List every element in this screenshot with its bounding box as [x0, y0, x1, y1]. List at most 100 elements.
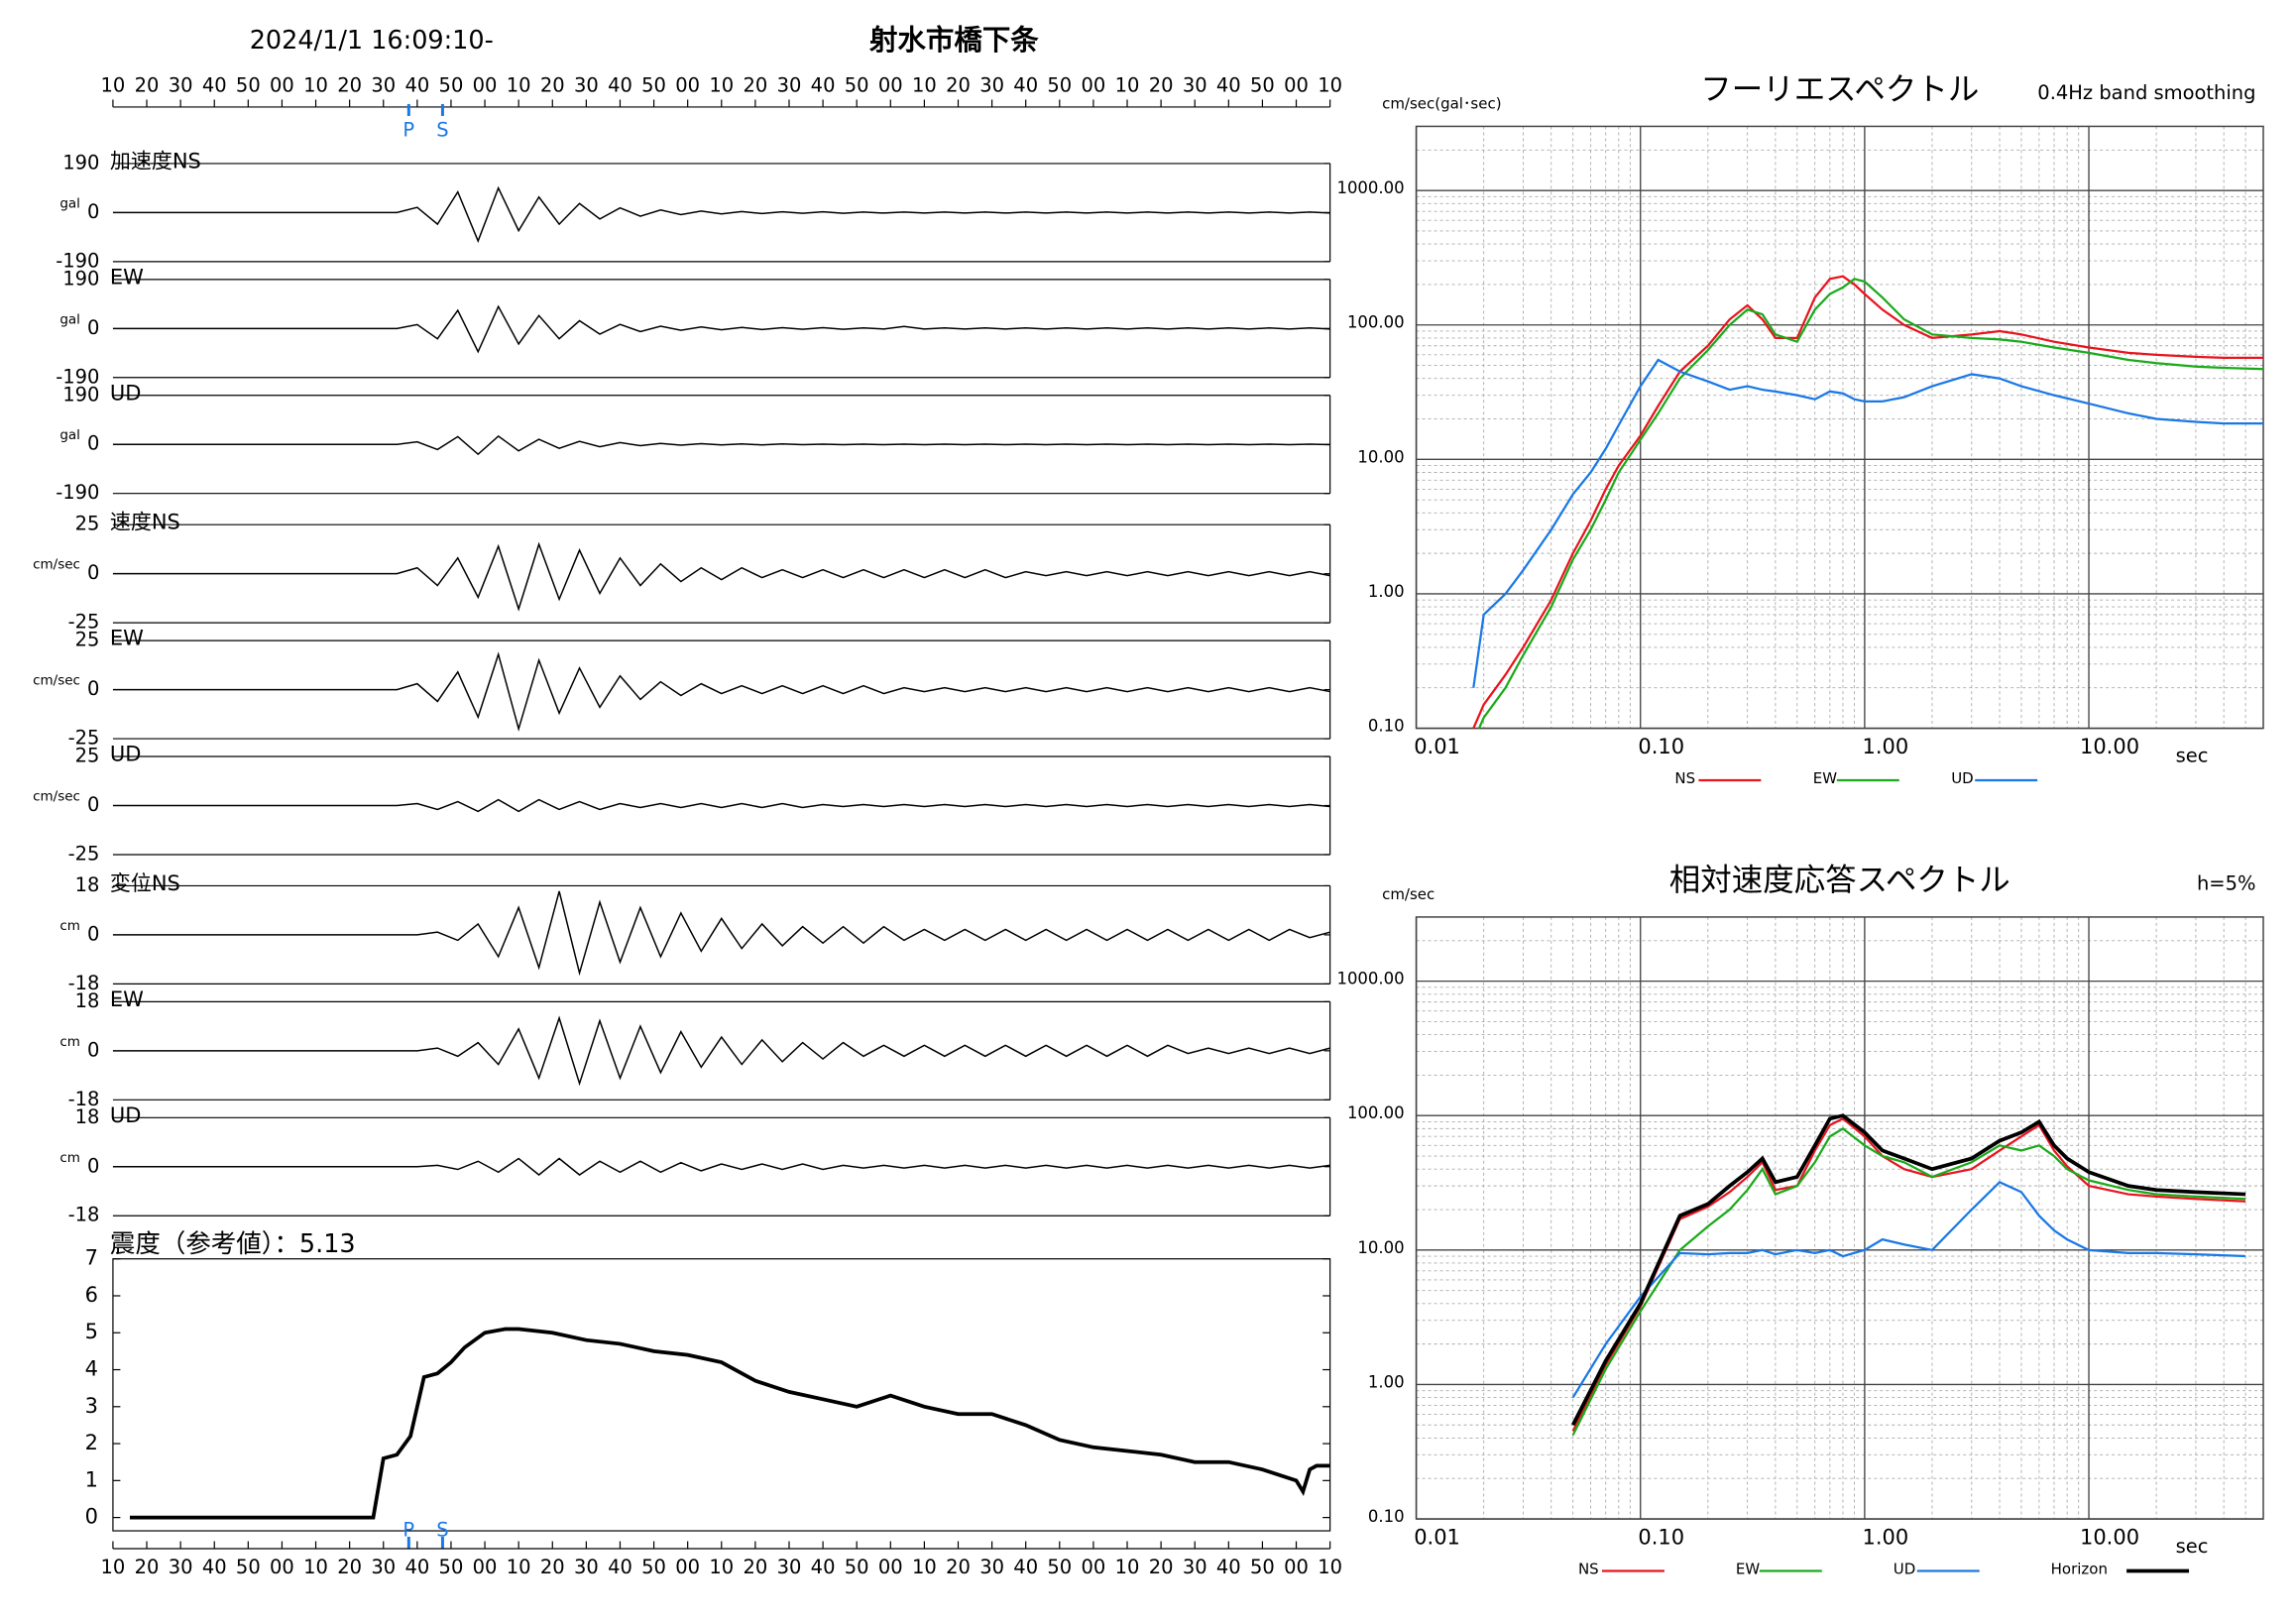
time-tick-label: 00 — [1082, 1556, 1106, 1578]
amplitude-tick-label: -25 — [68, 842, 100, 865]
amplitude-tick-label: 0 — [87, 561, 99, 584]
legend-label: EW — [1736, 1561, 1760, 1578]
intensity-tick-label: 5 — [85, 1320, 98, 1343]
time-tick-label: 40 — [404, 1556, 429, 1578]
amplitude-tick-label: -25 — [68, 727, 100, 750]
spectrum-line — [1571, 1116, 2246, 1432]
intensity-tick-label: 3 — [85, 1394, 98, 1418]
time-tick-label: 40 — [1013, 1556, 1038, 1578]
waveform — [112, 434, 1330, 456]
plot-frame — [1415, 916, 2264, 1520]
time-tick-label: 00 — [270, 73, 294, 96]
time-tick-label: 20 — [1149, 1556, 1174, 1578]
amplitude-tick-label: 0 — [87, 432, 99, 455]
time-tick-label: 20 — [540, 73, 565, 96]
amplitude-tick-label: -190 — [56, 249, 99, 272]
time-tick-label: 10 — [912, 1556, 937, 1578]
waveform — [112, 1157, 1330, 1176]
time-tick-label: 00 — [270, 1556, 294, 1578]
amplitude-tick-label: -25 — [68, 611, 100, 634]
time-tick-label: 20 — [337, 1556, 362, 1578]
time-tick-label: 30 — [371, 73, 396, 96]
amplitude-tick-label: 0 — [87, 316, 99, 339]
time-tick-label: 50 — [1250, 1556, 1275, 1578]
time-tick-label: 20 — [946, 73, 971, 96]
time-tick-label: 20 — [135, 1556, 160, 1578]
time-tick-label: 20 — [946, 1556, 971, 1578]
time-tick-label: 50 — [236, 73, 261, 96]
phase-label: P — [402, 1519, 414, 1542]
amplitude-tick-label: -190 — [56, 365, 99, 388]
component-label: EW — [110, 627, 144, 650]
unit-label: cm — [59, 1150, 80, 1166]
y-axis-label: cm/sec(gal･sec) — [1382, 94, 1501, 112]
time-tick-label: 30 — [169, 1556, 193, 1578]
time-tick-label: 40 — [811, 73, 836, 96]
intensity-tick-label: 1 — [85, 1467, 98, 1491]
amplitude-tick-label: -18 — [68, 972, 100, 994]
unit-label: cm/sec — [33, 557, 80, 573]
amplitude-tick-label: 0 — [87, 793, 99, 816]
unit-label: gal — [59, 195, 80, 211]
station-name: 射水市橋下条 — [868, 24, 1039, 57]
time-tick-label: 00 — [675, 1556, 700, 1578]
time-tick-label: 50 — [641, 1556, 666, 1578]
time-tick-label: 30 — [777, 73, 802, 96]
unit-label: gal — [59, 427, 80, 443]
time-tick-label: 50 — [1047, 73, 1072, 96]
amplitude-tick-label: 18 — [75, 1105, 100, 1128]
spectrum-line — [1472, 358, 2264, 688]
component-label: UD — [110, 1103, 141, 1127]
amplitude-tick-label: -190 — [56, 481, 99, 504]
time-tick-label: 20 — [337, 73, 362, 96]
intensity-tick-label: 6 — [85, 1283, 98, 1307]
amplitude-tick-label: 18 — [75, 989, 100, 1012]
amplitude-tick-label: 190 — [62, 151, 99, 174]
amplitude-tick-label: 18 — [75, 873, 100, 896]
x-axis-label: sec — [2176, 745, 2209, 767]
time-tick-label: 40 — [811, 1556, 836, 1578]
y-tick-label: 0.10 — [1368, 717, 1405, 736]
time-tick-label: 10 — [1115, 1556, 1140, 1578]
intensity-tick-label: 2 — [85, 1431, 98, 1454]
legend-label: NS — [1578, 1561, 1599, 1578]
time-tick-label: 30 — [1183, 1556, 1207, 1578]
component-label: UD — [110, 743, 141, 766]
y-tick-label: 1.00 — [1368, 1372, 1405, 1391]
waveform — [112, 1015, 1330, 1087]
time-tick-label: 50 — [1250, 73, 1275, 96]
intensity-tick-label: 0 — [85, 1505, 98, 1529]
time-tick-label: 20 — [135, 73, 160, 96]
time-tick-label: 30 — [574, 1556, 599, 1578]
x-axis-label: sec — [2176, 1535, 2209, 1558]
spectrum-line — [1571, 1127, 2246, 1437]
x-tick-label: 0.01 — [1414, 735, 1460, 758]
waveform — [112, 798, 1330, 813]
amplitude-tick-label: 0 — [87, 200, 99, 223]
y-tick-label: 1.00 — [1368, 582, 1405, 601]
time-tick-label: 00 — [1284, 1556, 1309, 1578]
time-tick-label: 00 — [473, 1556, 498, 1578]
series-group — [1570, 1113, 2246, 1437]
unit-label: cm — [59, 1034, 80, 1050]
amplitude-tick-label: 0 — [87, 677, 99, 700]
time-tick-label: 40 — [404, 73, 429, 96]
time-tick-label: 10 — [507, 73, 531, 96]
amplitude-tick-label: 0 — [87, 1038, 99, 1061]
time-tick-label: 50 — [1047, 1556, 1072, 1578]
spectrum-line — [1472, 275, 2264, 729]
y-tick-label: 1000.00 — [1336, 178, 1404, 197]
amplitude-tick-label: 0 — [87, 1154, 99, 1177]
legend-label: EW — [1813, 769, 1837, 787]
amplitude-tick-label: 25 — [75, 513, 100, 535]
y-tick-label: 10.00 — [1357, 447, 1404, 466]
time-tick-label: 00 — [878, 73, 903, 96]
time-tick-label: 50 — [845, 73, 869, 96]
time-tick-label: 00 — [473, 73, 498, 96]
waveform — [112, 541, 1330, 612]
intensity-frame — [112, 1258, 1331, 1532]
time-tick-label: 50 — [845, 1556, 869, 1578]
component-label: 加速度NS — [110, 149, 201, 173]
waveform — [112, 304, 1330, 354]
x-tick-label: 0.01 — [1414, 1526, 1460, 1550]
